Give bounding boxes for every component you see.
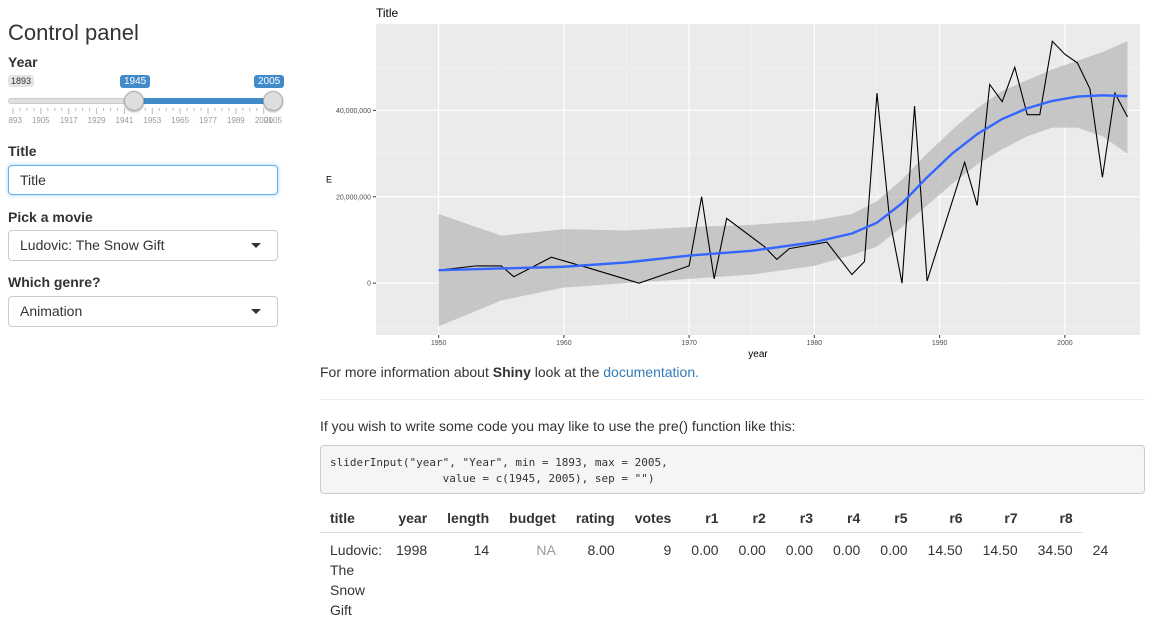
column-header-r5: r5: [870, 505, 918, 533]
column-header-r4: r4: [823, 505, 871, 533]
info-prefix: For more information about: [320, 364, 493, 380]
slider-tick-label: 1941: [116, 116, 134, 125]
genre-select-value: Animation: [20, 303, 83, 319]
y-tick-label: 0: [367, 281, 371, 288]
slider-tick-label: 1917: [60, 116, 78, 125]
y-tick-label: 40,000,000: [336, 108, 371, 115]
title-label: Title: [8, 143, 37, 159]
slider-tick-label: 2005: [264, 116, 282, 125]
series-line-raw: [438, 40, 1128, 284]
title-input[interactable]: [8, 165, 278, 195]
column-header-r8: r8: [1027, 505, 1083, 533]
table-cell: 14.50: [927, 542, 963, 558]
table-cell: 14.50: [982, 542, 1018, 558]
code-intro: If you wish to write some code you may l…: [320, 418, 796, 434]
movie-table: title year length budget rating votes r1 r2 r3 r4…: [320, 505, 1118, 617]
info-text: For more information about Shiny look at…: [320, 364, 699, 380]
table-cell: Ludovic: The Snow Gift: [330, 542, 383, 617]
year-label: Year: [8, 54, 38, 70]
x-tick-label: 1990: [932, 340, 948, 347]
info-middle: look at the: [530, 364, 604, 380]
slider-tick-label: 1965: [171, 116, 189, 125]
slider-tick-label: 1989: [227, 116, 245, 125]
divider: [320, 399, 1145, 400]
slider-to-label: 2005: [254, 75, 285, 88]
table-cell: 14: [473, 542, 490, 558]
genre-select[interactable]: Animation: [8, 296, 278, 327]
column-header-length: length: [437, 505, 500, 533]
x-tick-label: 1980: [807, 340, 823, 347]
table-cell: NA: [536, 542, 556, 558]
slider-tick-label: 2001: [255, 116, 273, 125]
documentation-link[interactable]: documentation.: [603, 364, 699, 380]
column-header-votes: votes: [624, 505, 682, 533]
info-bold: Shiny: [492, 364, 531, 380]
table-row: Ludovic: The Snow Gift 1998 14 NA 8.00 9 0.00 0…: [320, 533, 1118, 617]
table-cell: 0.00: [785, 542, 814, 558]
chevron-down-icon: [251, 309, 261, 314]
chart-title: Title: [376, 6, 399, 20]
confidence-band: [438, 41, 1128, 327]
slider-tick-label: 1953: [143, 116, 161, 125]
column-header-r7: r7: [972, 505, 1028, 533]
year-range-slider[interactable]: 1893 1945 2005 1893190519171929194119531…: [8, 72, 285, 130]
code-block: sliderInput("year", "Year", min = 1893, …: [320, 445, 1145, 494]
x-tick-label: 1950: [431, 340, 447, 347]
slider-ticks: 1893 1905 1917 1929 1941 1953 1965 1977 1989 2001…: [8, 108, 282, 125]
movie-label: Pick a movie: [8, 209, 93, 225]
column-header-year: year: [386, 505, 438, 533]
table-header-row: title year length budget rating votes r1 r2 r3 r4…: [320, 505, 1118, 533]
line-chart: 1950 1960 1970 1980 1990 2000 0 20,000,000 40,00…: [326, 6, 1140, 360]
table-cell: 1998: [396, 542, 428, 558]
y-tick-label: 20,000,000: [336, 194, 371, 201]
slider-from-handle[interactable]: [123, 91, 144, 111]
slider-to-handle[interactable]: [263, 91, 283, 111]
x-tick-label: 1970: [681, 340, 697, 347]
table-cell: 24: [1092, 541, 1109, 558]
column-header-r2: r2: [728, 505, 776, 533]
table-cell: 0.00: [691, 542, 719, 558]
slider-selected-range: [133, 98, 273, 104]
slider-tick-label: 1929: [88, 116, 106, 125]
movie-select-value: Ludovic: The Snow Gift: [20, 237, 165, 253]
table-cell: 9: [663, 542, 672, 558]
slider-min-label: 1893: [8, 75, 35, 87]
column-header-budget: budget: [499, 505, 566, 533]
y-axis-label: E: [326, 175, 332, 185]
x-tick-label: 2000: [1057, 340, 1073, 347]
table-cell: 0.00: [738, 542, 766, 558]
column-header-title: title: [320, 505, 386, 533]
column-header-r6: r6: [917, 505, 973, 533]
slider-tick-label: 1977: [199, 116, 217, 125]
column-header-r1: r1: [681, 505, 729, 533]
panel-title: Control panel: [8, 20, 139, 45]
slider-tick-label: 1893: [8, 116, 22, 125]
x-axis-label: year: [748, 349, 768, 360]
genre-label: Which genre?: [8, 274, 101, 290]
table-cell: 34.50: [1037, 542, 1073, 558]
slider-tick-label: 1905: [32, 116, 50, 125]
table-cell: 0.00: [880, 542, 908, 558]
chevron-down-icon: [251, 243, 261, 248]
table-cell: 8.00: [587, 542, 615, 558]
column-header-rating: rating: [565, 505, 625, 533]
series-line-smooth: [438, 94, 1128, 272]
column-header-r3: r3: [775, 505, 824, 533]
movie-select[interactable]: Ludovic: The Snow Gift: [8, 230, 278, 261]
sidebar: Control panel Year 1893 1945 2005 1893 19…: [0, 0, 290, 617]
table-cell: 0.00: [833, 542, 861, 558]
slider-from-label: 1945: [120, 75, 151, 88]
x-tick-label: 1960: [556, 340, 572, 347]
